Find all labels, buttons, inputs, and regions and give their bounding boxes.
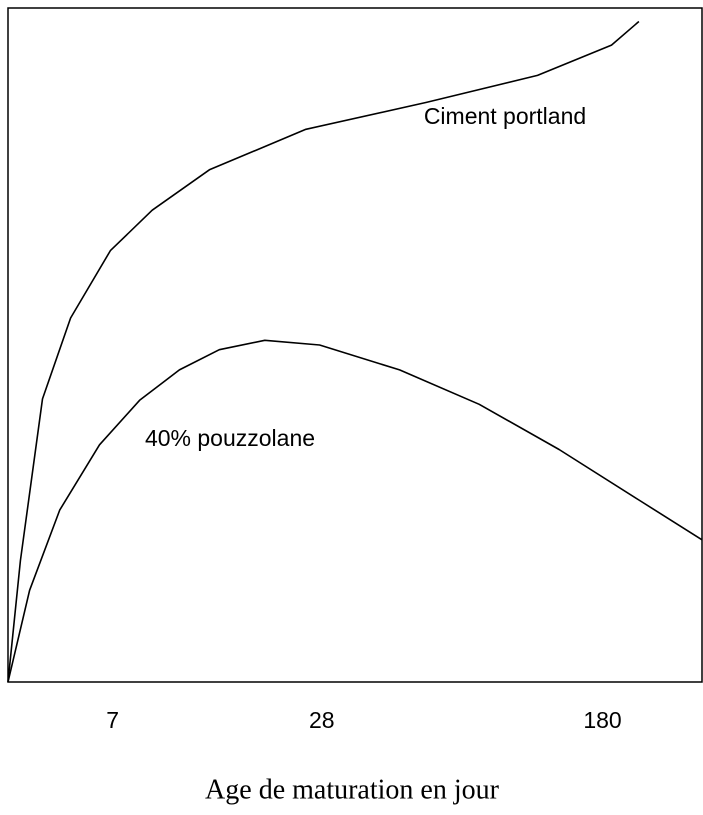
curve xyxy=(7,339,703,683)
x-tick-label: 7 xyxy=(106,707,119,733)
x-tick-label: 28 xyxy=(309,707,335,733)
curve xyxy=(7,20,640,683)
x-tick-label: 180 xyxy=(583,707,621,733)
x-axis-label: Age de maturation en jour xyxy=(205,774,500,805)
curve-label: Ciment portland xyxy=(424,103,586,129)
curve-label: 40% pouzzolane xyxy=(145,425,315,451)
plot-frame xyxy=(7,7,703,683)
